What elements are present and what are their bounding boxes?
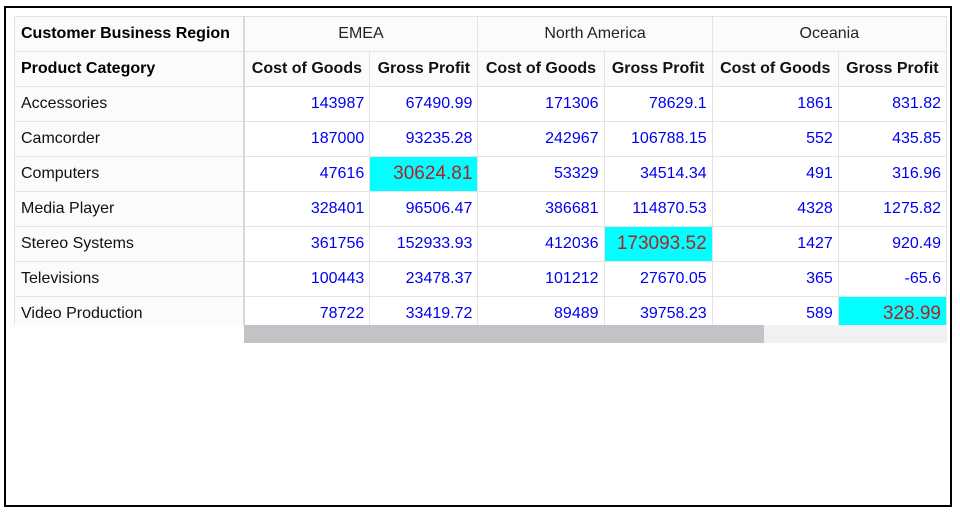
measure-header-cost-of-goods[interactable]: Cost of Goods: [711, 51, 839, 87]
row-label[interactable]: Computers: [14, 156, 245, 192]
table-row: Video Production 78722 33419.72 89489 39758.…: [14, 296, 947, 325]
table-row: Computers 47616 30624.81 53329 34514.34 491 31…: [14, 156, 947, 192]
row-label[interactable]: Televisions: [14, 261, 245, 297]
value-cell[interactable]: 23478.37: [369, 261, 479, 297]
table-row: Stereo Systems 361756 152933.93 412036 17309…: [14, 226, 947, 262]
row-label[interactable]: Video Production: [14, 296, 245, 325]
value-cell[interactable]: 106788.15: [603, 121, 713, 157]
value-cell[interactable]: 93235.28: [369, 121, 479, 157]
value-cell[interactable]: -65.6: [837, 261, 947, 297]
value-cell[interactable]: 920.49: [837, 226, 947, 262]
value-cell[interactable]: 187000: [243, 121, 371, 157]
table-row: Camcorder 187000 93235.28 242967 106788.15 55…: [14, 121, 947, 157]
table-row: Accessories 143987 67490.99 171306 78629.1 18…: [14, 86, 947, 122]
value-cell[interactable]: 831.82: [837, 86, 947, 122]
highlighted-value-cell[interactable]: 30624.81: [369, 156, 479, 192]
row-label[interactable]: Accessories: [14, 86, 245, 122]
value-cell[interactable]: 33419.72: [369, 296, 479, 325]
table-row: Media Player 328401 96506.47 386681 114870.5…: [14, 191, 947, 227]
row-label[interactable]: Camcorder: [14, 121, 245, 157]
value-cell[interactable]: 1861: [711, 86, 839, 122]
region-header-north-america[interactable]: North America: [477, 16, 713, 52]
value-cell[interactable]: 78629.1: [603, 86, 713, 122]
horizontal-scrollbar[interactable]: [244, 325, 947, 343]
measure-header-gross-profit[interactable]: Gross Profit: [837, 51, 947, 87]
value-cell[interactable]: 328401: [243, 191, 371, 227]
value-cell[interactable]: 143987: [243, 86, 371, 122]
value-cell[interactable]: 171306: [477, 86, 605, 122]
row-label[interactable]: Stereo Systems: [14, 226, 245, 262]
value-cell[interactable]: 361756: [243, 226, 371, 262]
region-header-oceania[interactable]: Oceania: [711, 16, 947, 52]
region-header-emea[interactable]: EMEA: [243, 16, 479, 52]
pivot-table: Customer Business Region EMEA North Amer…: [14, 16, 947, 325]
value-cell[interactable]: 435.85: [837, 121, 947, 157]
value-cell[interactable]: 67490.99: [369, 86, 479, 122]
value-cell[interactable]: 386681: [477, 191, 605, 227]
value-cell[interactable]: 34514.34: [603, 156, 713, 192]
value-cell[interactable]: 316.96: [837, 156, 947, 192]
value-cell[interactable]: 96506.47: [369, 191, 479, 227]
measure-header-cost-of-goods[interactable]: Cost of Goods: [243, 51, 371, 87]
value-cell[interactable]: 39758.23: [603, 296, 713, 325]
value-cell[interactable]: 89489: [477, 296, 605, 325]
product-category-header: Product Category: [14, 51, 245, 87]
row-label[interactable]: Media Player: [14, 191, 245, 227]
measure-header-gross-profit[interactable]: Gross Profit: [603, 51, 713, 87]
value-cell[interactable]: 1427: [711, 226, 839, 262]
pivot-body: Accessories 143987 67490.99 171306 78629.1 18…: [14, 86, 947, 325]
customer-region-header: Customer Business Region: [14, 16, 245, 52]
value-cell[interactable]: 101212: [477, 261, 605, 297]
value-cell[interactable]: 365: [711, 261, 839, 297]
measure-header-cost-of-goods[interactable]: Cost of Goods: [477, 51, 605, 87]
value-cell[interactable]: 242967: [477, 121, 605, 157]
value-cell[interactable]: 491: [711, 156, 839, 192]
value-cell[interactable]: 552: [711, 121, 839, 157]
table-row: Televisions 100443 23478.37 101212 27670.05 3…: [14, 261, 947, 297]
value-cell[interactable]: 4328: [711, 191, 839, 227]
highlighted-value-cell[interactable]: 328.99: [837, 296, 947, 325]
value-cell[interactable]: 114870.53: [603, 191, 713, 227]
value-cell[interactable]: 47616: [243, 156, 371, 192]
value-cell[interactable]: 152933.93: [369, 226, 479, 262]
pivot-grid: Customer Business Region EMEA North Amer…: [14, 16, 947, 325]
value-cell[interactable]: 412036: [477, 226, 605, 262]
value-cell[interactable]: 27670.05: [603, 261, 713, 297]
measure-header-gross-profit[interactable]: Gross Profit: [369, 51, 479, 87]
value-cell[interactable]: 589: [711, 296, 839, 325]
value-cell[interactable]: 1275.82: [837, 191, 947, 227]
measure-header-row: Product Category Cost of Goods Gross Pro…: [14, 51, 947, 87]
highlighted-value-cell[interactable]: 173093.52: [603, 226, 713, 262]
report-frame: Customer Business Region EMEA North Amer…: [4, 6, 952, 507]
value-cell[interactable]: 100443: [243, 261, 371, 297]
region-header-row: Customer Business Region EMEA North Amer…: [14, 16, 947, 52]
value-cell[interactable]: 53329: [477, 156, 605, 192]
scrollbar-thumb[interactable]: [244, 325, 764, 343]
value-cell[interactable]: 78722: [243, 296, 371, 325]
